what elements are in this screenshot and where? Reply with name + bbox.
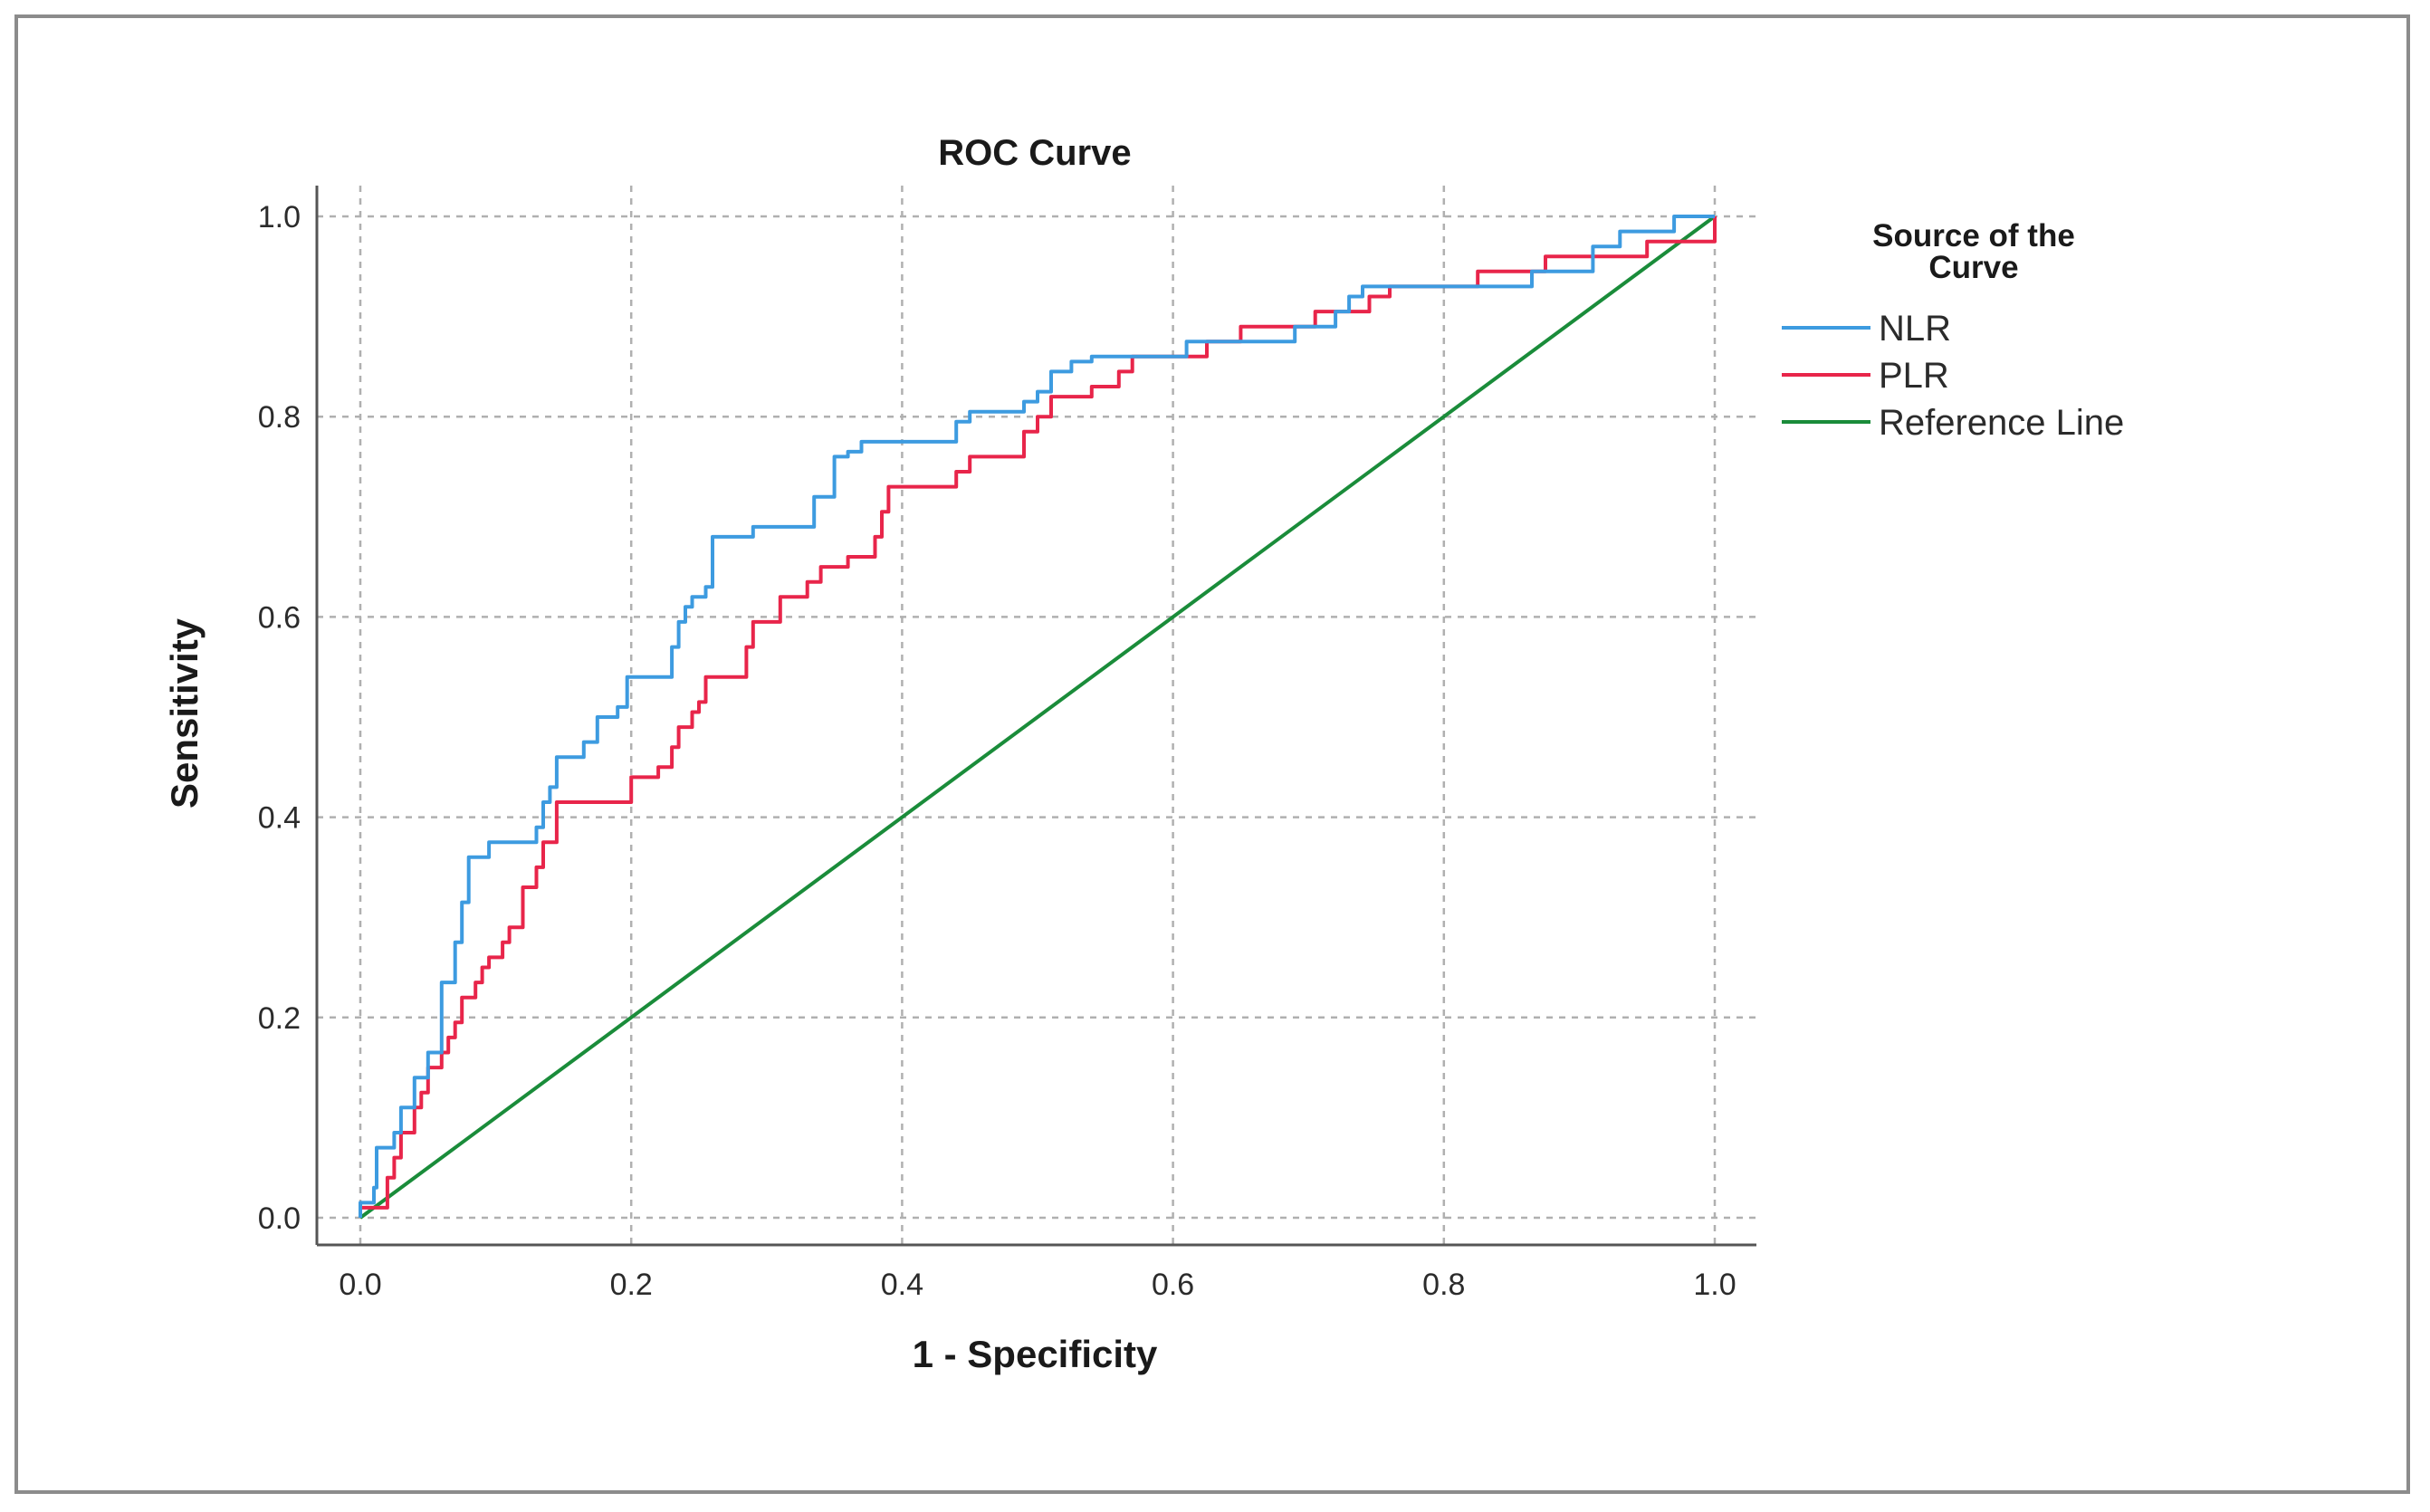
series-line-nlr [359,215,1715,1218]
x-tick-labels: 0.0 0.2 0.4 0.6 0.8 1.0 [339,1268,1736,1302]
y-axis-label: Sensitivity [163,617,206,809]
legend-title-line1: Source of the [1872,218,2075,254]
series-line-reference-line [359,215,1717,1220]
y-tick-label: 0.0 [258,1201,301,1236]
legend-label-nlr: NLR [1879,309,1951,349]
curves [359,215,1717,1220]
figure-frame [14,14,2410,1494]
y-tick-labels: 0.0 0.2 0.4 0.6 0.8 1.0 [258,200,301,1236]
x-tick-label: 0.0 [339,1268,381,1302]
x-axis-label: 1 - Specificity [913,1333,1158,1375]
y-tick-label: 0.6 [258,600,301,635]
x-tick-label: 0.6 [1152,1268,1194,1302]
x-tick-label: 0.4 [881,1268,923,1302]
x-tick-label: 0.8 [1422,1268,1465,1302]
legend-label-plr: PLR [1879,356,1949,396]
y-tick-label: 0.8 [258,400,301,435]
legend-title-line2: Curve [1928,250,2018,285]
legend-label-reference-line: Reference Line [1879,403,2124,443]
y-tick-label: 0.4 [258,801,301,836]
x-tick-label: 0.2 [610,1268,653,1302]
legend-items: NLR PLR Reference Line [1782,309,2124,443]
y-tick-label: 0.2 [258,1001,301,1036]
x-tick-label: 1.0 [1693,1268,1736,1302]
axes [315,186,1756,1247]
legend: Source of the Curve NLR PLR Reference Line [1782,218,2124,443]
chart-title: ROC Curve [938,133,1131,173]
y-tick-label: 1.0 [258,200,301,234]
